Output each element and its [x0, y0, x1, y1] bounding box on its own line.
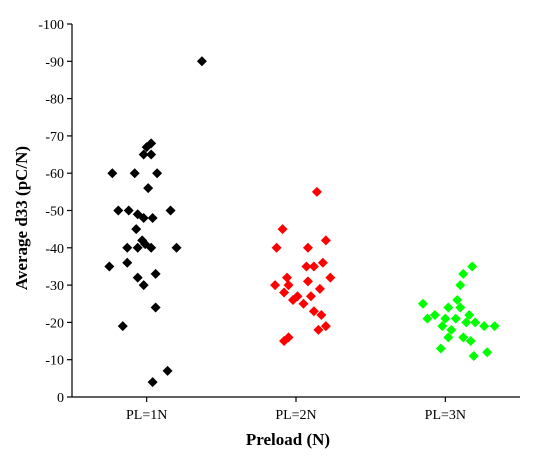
data-point	[298, 298, 309, 309]
x-tick-label: PL=1N	[126, 408, 167, 423]
data-point	[165, 205, 176, 216]
data-point	[440, 313, 451, 324]
data-point	[147, 377, 158, 388]
data-point	[314, 283, 325, 294]
y-tick-label: -80	[45, 93, 64, 108]
data-point	[122, 257, 133, 268]
data-point	[171, 242, 182, 253]
data-point	[138, 212, 149, 223]
data-point	[316, 309, 327, 320]
data-point	[308, 261, 319, 272]
data-point	[107, 168, 118, 179]
x-axis-ticks: PL=1N PL=2N PL=3N	[126, 397, 466, 423]
data-point	[129, 168, 140, 179]
y-tick-label: -50	[45, 205, 64, 220]
data-point	[282, 272, 293, 283]
data-point	[113, 205, 124, 216]
data-points	[104, 56, 500, 388]
data-point	[313, 324, 324, 335]
data-point	[455, 302, 466, 313]
data-point	[122, 242, 133, 253]
y-tick-label: -30	[45, 279, 64, 294]
data-point	[150, 302, 161, 313]
y-tick-label: -40	[45, 242, 64, 257]
data-point	[123, 205, 134, 216]
data-point	[141, 142, 152, 153]
y-tick-label: -90	[45, 55, 64, 70]
data-point	[429, 309, 440, 320]
data-point	[320, 321, 331, 332]
data-point	[143, 183, 154, 194]
data-point	[458, 268, 469, 279]
data-point	[479, 321, 490, 332]
data-point	[464, 309, 475, 320]
data-point	[138, 280, 149, 291]
data-point	[443, 332, 454, 343]
data-point	[162, 365, 173, 376]
data-point	[131, 224, 142, 235]
data-point	[320, 235, 331, 246]
data-point	[443, 302, 454, 313]
x-axis-title: Preload (N)	[246, 430, 330, 449]
data-point	[305, 291, 316, 302]
data-point	[147, 212, 158, 223]
data-point	[150, 268, 161, 279]
data-point	[446, 324, 457, 335]
data-point	[417, 298, 428, 309]
data-point	[458, 332, 469, 343]
data-point	[470, 317, 481, 328]
data-point	[146, 242, 157, 253]
data-point	[301, 261, 312, 272]
data-point	[468, 350, 479, 361]
data-point	[317, 257, 328, 268]
data-point	[132, 272, 143, 283]
data-point	[452, 295, 463, 306]
data-point	[308, 306, 319, 317]
y-tick-label: -10	[45, 354, 64, 369]
data-point	[146, 149, 157, 160]
y-tick-label: -70	[45, 130, 64, 145]
data-point	[482, 347, 493, 358]
data-point	[288, 295, 299, 306]
data-point	[152, 168, 163, 179]
data-point	[325, 272, 336, 283]
data-point	[465, 336, 476, 347]
y-tick-label: -100	[38, 18, 64, 33]
y-tick-label: 0	[57, 391, 64, 406]
data-point	[302, 276, 313, 287]
data-point	[196, 56, 207, 67]
data-point	[422, 313, 433, 324]
data-point	[117, 321, 128, 332]
data-point	[279, 336, 290, 347]
y-tick-label: -20	[45, 316, 64, 331]
y-axis-title: Average d33 (pC/N)	[12, 146, 31, 290]
y-axis-ticks: 0 -10 -20 -30 -40 -50 -60 -70 -80 -90 -100	[38, 18, 72, 406]
data-point	[467, 261, 478, 272]
x-tick-label: PL=3N	[425, 408, 466, 423]
data-point	[489, 321, 500, 332]
data-point	[437, 321, 448, 332]
data-point	[104, 261, 115, 272]
data-point	[461, 317, 472, 328]
data-point	[450, 313, 461, 324]
data-point	[270, 280, 281, 291]
data-point	[277, 224, 288, 235]
data-point	[138, 149, 149, 160]
data-point	[311, 186, 322, 197]
data-point	[271, 242, 282, 253]
data-point	[279, 287, 290, 298]
axes	[71, 24, 520, 398]
y-tick-label: -60	[45, 167, 64, 182]
data-point	[435, 343, 446, 354]
data-point	[132, 242, 143, 253]
data-point	[302, 242, 313, 253]
data-point	[455, 280, 466, 291]
x-tick-label: PL=2N	[275, 408, 316, 423]
data-point	[283, 280, 294, 291]
